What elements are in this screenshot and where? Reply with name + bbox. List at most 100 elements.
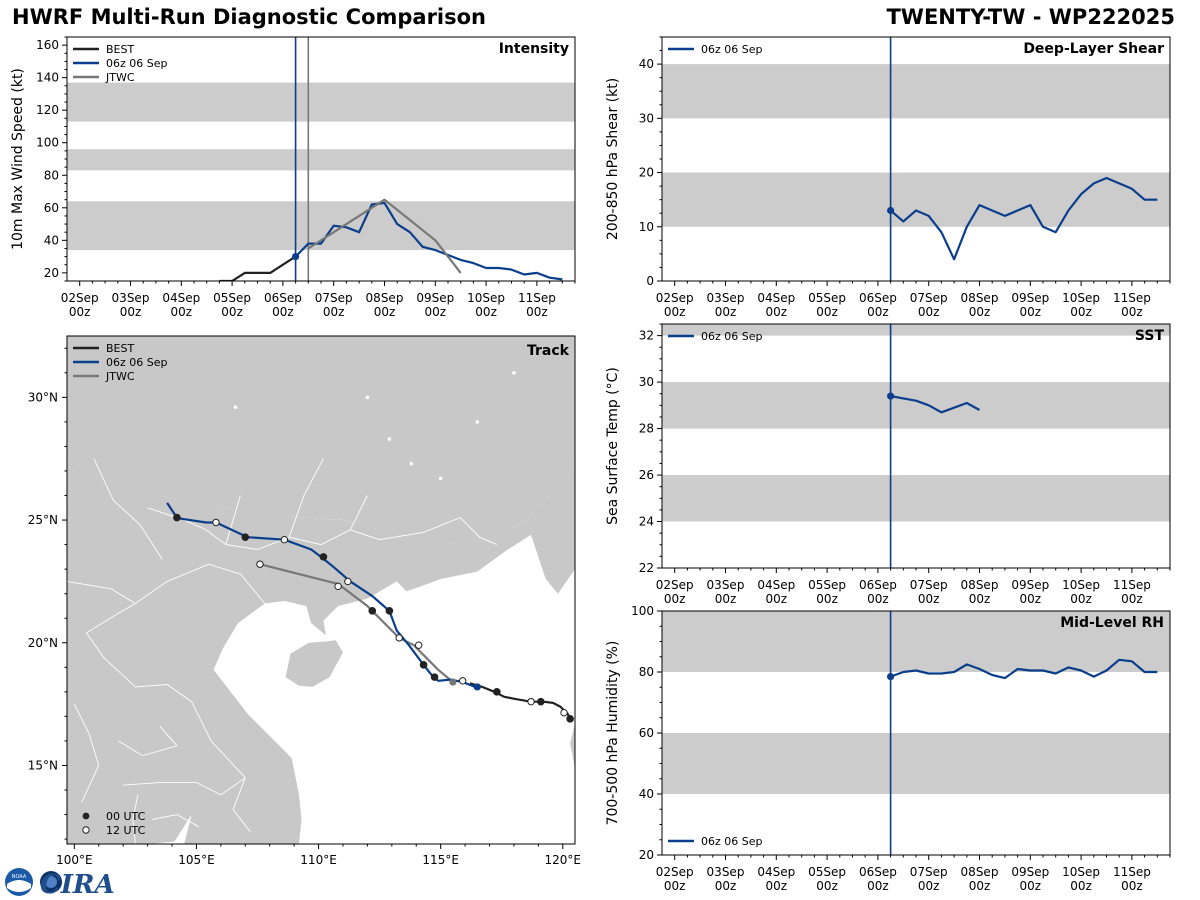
- admin-border: [118, 725, 178, 757]
- track-marker-00utc: [430, 673, 439, 681]
- y-tick-label: 20: [44, 266, 59, 280]
- y-tick-label: 80: [44, 168, 59, 182]
- x-tick-label-hour: 00z: [1070, 592, 1092, 606]
- track-marker-12utc: [527, 697, 535, 706]
- noaa-logo-icon: NOAA: [5, 868, 33, 896]
- y-tick-label: 25°N: [28, 513, 58, 527]
- y-axis-label: Sea Surface Temp (°C): [605, 367, 621, 525]
- y-tick-label: 160: [36, 38, 59, 52]
- x-tick-label-hour: 00z: [664, 305, 686, 319]
- threshold-band: [67, 82, 575, 122]
- y-tick-label: 140: [36, 71, 59, 85]
- x-tick-label-hour: 00z: [918, 592, 940, 606]
- lake: [438, 476, 443, 481]
- y-tick-label: 40: [639, 57, 654, 71]
- marker-legend-label: 00 UTC: [106, 810, 146, 823]
- threshold-band: [67, 149, 575, 171]
- x-tick-label-hour: 00z: [1020, 592, 1042, 606]
- x-tick-label-date: 02Sep: [656, 578, 694, 592]
- x-tick-label-date: 04Sep: [757, 865, 795, 879]
- y-tick-label: 20°N: [28, 636, 58, 650]
- legend-label: 06z 06 Sep: [701, 43, 763, 56]
- x-tick-label-hour: 00z: [867, 879, 889, 893]
- x-tick-label-date: 05Sep: [808, 291, 846, 305]
- y-tick-label: 15°N: [28, 758, 58, 772]
- x-tick-label-date: 07Sep: [910, 578, 948, 592]
- track-marker-12utc: [280, 535, 289, 544]
- y-tick-label: 32: [639, 329, 654, 343]
- noaa-logo-text: NOAA: [12, 874, 27, 880]
- x-tick-label-date: 11Sep: [1113, 578, 1151, 592]
- x-tick-label-hour: 00z: [715, 879, 737, 893]
- map-area: [67, 336, 575, 844]
- land-luzon: [570, 723, 575, 768]
- axes-frame: [661, 323, 1171, 569]
- x-tick-label-hour: 00z: [1020, 879, 1042, 893]
- x-tick-label-hour: 00z: [969, 592, 991, 606]
- x-tick-label-date: 09Sep: [1011, 291, 1049, 305]
- panel-label: Deep-Layer Shear: [1023, 41, 1164, 57]
- x-tick-label-hour: 00z: [664, 879, 686, 893]
- plot-area: [662, 324, 1170, 568]
- track-marker-00utc: [493, 688, 501, 696]
- x-tick-label-date: 11Sep: [518, 291, 556, 305]
- x-tick-label-date: 02Sep: [656, 865, 694, 879]
- x-tick-label-hour: 00z: [1121, 305, 1143, 319]
- x-tick-label-hour: 00z: [1070, 879, 1092, 893]
- x-tick-label: 120°E: [545, 853, 582, 867]
- plot-area: [662, 37, 1170, 281]
- y-tick-label: 24: [639, 515, 654, 529]
- legend-marker-12utc: [82, 826, 90, 834]
- series-line-run: [294, 201, 563, 281]
- y-tick-label: 30: [639, 375, 654, 389]
- threshold-band: [662, 324, 1170, 336]
- panel-intensity: 2040608010012014016002Sep00z03Sep00z04Se…: [10, 36, 576, 319]
- admin-border: [132, 794, 139, 844]
- lake: [475, 420, 480, 424]
- y-tick-label: 80: [639, 665, 654, 679]
- x-tick-label-date: 03Sep: [707, 578, 745, 592]
- lake: [233, 405, 238, 409]
- threshold-band: [662, 382, 1170, 429]
- y-tick-label: 20: [639, 848, 654, 862]
- panel-sst: 22242628303202Sep00z03Sep00z04Sep00z05Se…: [605, 323, 1171, 606]
- track-marker-00utc: [566, 715, 574, 723]
- legend-label: 06z 06 Sep: [106, 57, 168, 70]
- plot-area: [662, 611, 1170, 855]
- x-tick-label-date: 06Sep: [859, 578, 897, 592]
- plot-area: [67, 37, 575, 281]
- threshold-band: [662, 172, 1170, 227]
- lake: [409, 461, 414, 466]
- admin-border: [93, 458, 163, 560]
- x-tick-label-hour: 00z: [1020, 305, 1042, 319]
- x-tick-label-hour: 00z: [1121, 592, 1143, 606]
- x-tick-label-date: 11Sep: [1113, 865, 1151, 879]
- legend-label: 06z 06 Sep: [106, 356, 168, 369]
- series-line-run: [889, 176, 1158, 261]
- legend-label: BEST: [106, 342, 134, 355]
- legend-label: JTWC: [105, 71, 135, 84]
- x-tick-label-hour: 00z: [969, 305, 991, 319]
- track-marker-12utc: [414, 641, 423, 649]
- y-tick-label: 0: [646, 274, 654, 288]
- x-tick-label-hour: 00z: [69, 305, 91, 319]
- y-tick-label: 100: [36, 136, 59, 150]
- admin-border: [86, 632, 251, 832]
- marker-legend-label: 12 UTC: [106, 824, 146, 837]
- panel-track: 100°E 105°E 110°E 115°E 120°E 15°N 20°N 25°N 30°…: [28, 335, 582, 867]
- x-tick-label-date: 06Sep: [859, 865, 897, 879]
- admin-border: [349, 495, 368, 531]
- legend: 06z 06 Sep: [668, 43, 763, 56]
- x-tick-label: 100°E: [56, 853, 93, 867]
- y-tick-label: 120: [36, 103, 59, 117]
- admin-border: [225, 495, 241, 545]
- track-marker-00utc: [537, 697, 545, 706]
- x-tick-label-date: 09Sep: [1011, 578, 1049, 592]
- x-tick-label-date: 10Sep: [1062, 865, 1100, 879]
- y-tick-label: 20: [639, 166, 654, 180]
- x-tick-label-hour: 00z: [918, 305, 940, 319]
- x-tick-label-date: 10Sep: [1062, 291, 1100, 305]
